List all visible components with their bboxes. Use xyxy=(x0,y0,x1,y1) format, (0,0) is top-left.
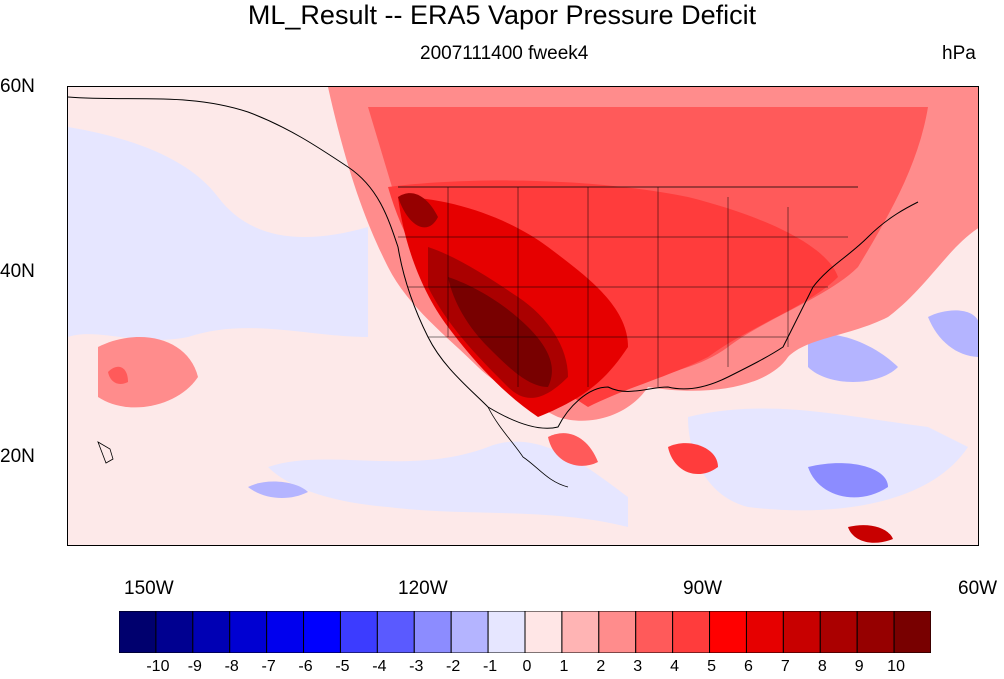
vpd-field xyxy=(68,87,978,545)
colorbar-box xyxy=(413,611,452,653)
colorbar-box xyxy=(229,611,268,653)
map-subtitle: 2007111400 fweek4 xyxy=(420,43,589,64)
colorbar-label: -7 xyxy=(261,658,276,675)
colorbar-box xyxy=(376,611,415,653)
colorbar-label: 8 xyxy=(817,658,827,675)
colorbar-box xyxy=(303,611,341,653)
colorbar-box xyxy=(672,611,711,653)
colorbar-label: -8 xyxy=(224,658,239,675)
map-panel xyxy=(67,86,979,546)
colorbar-label: -9 xyxy=(187,658,202,675)
colorbar xyxy=(119,611,931,653)
colorbar-box xyxy=(782,611,821,653)
lon-label-60w: 60W xyxy=(958,578,998,599)
colorbar-box xyxy=(266,611,305,653)
colorbar-box xyxy=(856,611,895,653)
colorbar-label: -3 xyxy=(409,658,424,675)
colorbar-label: 1 xyxy=(559,658,569,675)
map-title: ML_Result -- ERA5 Vapor Pressure Deficit xyxy=(247,0,757,30)
colorbar-label: 5 xyxy=(707,658,716,675)
colorbar-label: -1 xyxy=(482,658,498,675)
lat-label-60n: 60N xyxy=(0,76,35,97)
colorbar-box xyxy=(119,611,157,653)
colorbar-label: -5 xyxy=(335,658,350,675)
colorbar-label: 6 xyxy=(744,658,753,675)
colorbar-box xyxy=(709,611,747,653)
lat-label-40n: 40N xyxy=(0,261,35,282)
colorbar-box xyxy=(561,611,600,653)
lon-label-120w: 120W xyxy=(398,578,448,599)
colorbar-box xyxy=(635,611,674,653)
lat-label-20n: 20N xyxy=(0,446,35,467)
colorbar-box xyxy=(893,611,931,653)
colorbar-label: 2 xyxy=(596,658,606,675)
units-label: hPa xyxy=(942,43,976,64)
colorbar-label: 0 xyxy=(522,658,532,675)
colorbar-box xyxy=(745,611,784,653)
colorbar-label: 3 xyxy=(633,658,643,675)
colorbar-label: 4 xyxy=(670,658,680,675)
colorbar-box xyxy=(598,611,637,653)
colorbar-box xyxy=(192,611,231,653)
colorbar-box xyxy=(450,611,489,653)
colorbar-box xyxy=(524,611,563,653)
colorbar-box xyxy=(155,611,194,653)
colorbar-label: -6 xyxy=(298,658,313,675)
colorbar-label: 10 xyxy=(887,658,905,675)
lon-label-150w: 150W xyxy=(124,578,174,599)
colorbar-label: 7 xyxy=(780,658,790,675)
colorbar-label: 9 xyxy=(854,658,864,675)
colorbar-box xyxy=(487,611,526,653)
colorbar-label: -2 xyxy=(446,658,461,675)
lon-label-90w: 90W xyxy=(683,578,723,599)
colorbar-box xyxy=(819,611,858,653)
colorbar-box xyxy=(339,611,378,653)
colorbar-label: -10 xyxy=(146,658,170,675)
colorbar-label: -4 xyxy=(372,658,387,675)
